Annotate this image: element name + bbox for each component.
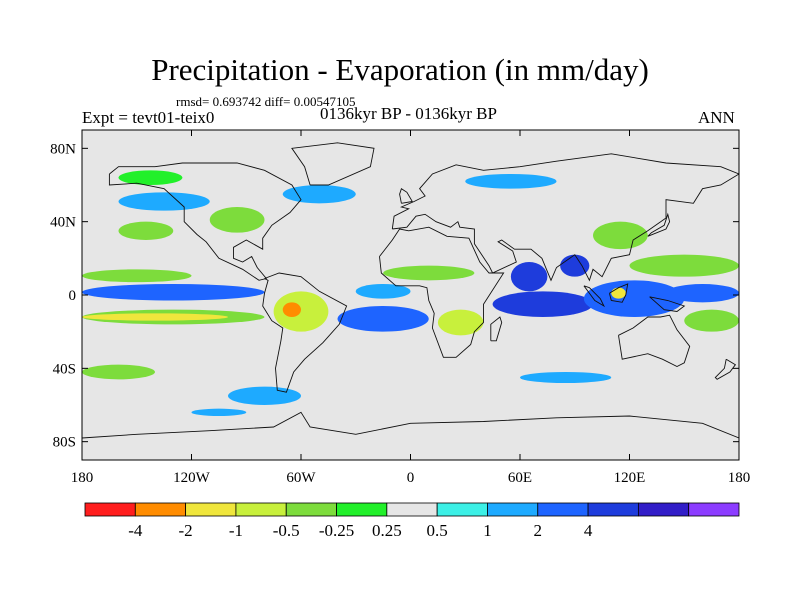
anomaly-eurasia-north-wet: [465, 174, 557, 189]
rmsd-diff-stats: rmsd= 0.693742 diff= 0.00547105: [176, 94, 356, 109]
colorbar-label: 1: [483, 521, 492, 540]
anomaly-southern-ocean-wet: [228, 386, 301, 406]
coastline-madagascar: [490, 316, 503, 342]
anomaly-arabian-sea-wet: [510, 262, 548, 292]
coastline-japan: [647, 212, 671, 237]
anomaly-alaska-dry: [118, 170, 183, 186]
colorbar-label: 0.25: [372, 521, 402, 540]
coastline-africa: [379, 226, 505, 358]
coastline-antarctica: [82, 411, 739, 439]
colorbar-label: -2: [179, 521, 193, 540]
period-label: 0136kyr BP - 0136kyr BP: [320, 104, 497, 123]
anomaly-south-atlantic-wet: [337, 306, 429, 332]
anomaly-north-pacific-mid-lat-wet: [118, 192, 210, 211]
colorbar-swatch: [436, 502, 488, 517]
y-tick-label: 40N: [50, 215, 76, 231]
anomaly-africa-south-dry: [437, 309, 484, 336]
coastline-new-zealand: [714, 358, 737, 380]
colorbar-label: -1: [229, 521, 243, 540]
colorbar-swatch: [235, 502, 287, 517]
anomaly-southern-indian-wet: [520, 372, 612, 383]
colorbar-swatch: [637, 502, 690, 517]
anomaly-maritime-continent-wet: [583, 280, 685, 317]
colorbar-swatch: [487, 502, 539, 517]
coastline-north-america: [108, 162, 302, 281]
season-label: ANN: [698, 108, 735, 127]
colorbar-swatch: [688, 502, 740, 517]
x-tick-label: 180: [728, 470, 751, 486]
anomaly-indian-ocean-wet: [492, 291, 593, 317]
x-tick-label: 60E: [508, 470, 532, 486]
anomaly-bay-of-bengal-wet: [560, 254, 590, 277]
y-tick-label: 0: [69, 288, 77, 304]
x-tick-label: 120W: [173, 470, 211, 486]
coastline-borneo: [608, 283, 629, 303]
colorbar-label: 0.5: [427, 521, 448, 540]
coastline-europe-asia: [391, 153, 739, 282]
experiment-label: Expt = tevt01-teix0: [82, 108, 215, 127]
colorbar-label: -0.25: [319, 521, 354, 540]
anomaly-north-west-pacific-dry: [629, 254, 739, 277]
coastline-australia: [618, 314, 691, 368]
anomaly-borneo-dry: [611, 287, 626, 299]
anomaly-tropical-atlantic-wet: [355, 284, 411, 299]
x-tick-label: 60W: [286, 470, 316, 486]
anomaly-north-atlantic-wet: [282, 185, 356, 204]
chart-title: Precipitation - Evaporation (in mm/day): [151, 52, 649, 87]
y-axis: 80N 40N 0 40S 80S: [50, 141, 739, 451]
anomaly-field-layer: [82, 170, 739, 417]
anomaly-antarctic-coast-wet: [191, 408, 247, 417]
x-tick-label: 120E: [614, 470, 646, 486]
colorbar-swatch: [185, 502, 237, 517]
anomaly-north-pacific-dry-band: [82, 269, 192, 283]
coastline-layer: [82, 142, 739, 439]
colorbar-label: 2: [534, 521, 543, 540]
coastline-uk: [399, 188, 414, 204]
colorbar-label: -0.5: [273, 521, 300, 540]
x-tick-label: 0: [407, 470, 415, 486]
anomaly-south-pacific-convergence-dry: [684, 309, 739, 332]
anomaly-amazon-core-dry: [282, 302, 301, 317]
anomaly-west-pacific-wet: [666, 284, 739, 303]
x-tick-label: 180: [71, 470, 94, 486]
colorbar: -4 -2 -1 -0.5 -0.25 0.25 0.5 1 2 4: [84, 502, 740, 540]
anomaly-north-pacific-green-patch: [118, 221, 174, 240]
x-axis: 180 120W 60W 0 60E 120E 180: [71, 130, 751, 486]
anomaly-china-dry: [593, 221, 648, 250]
coastline-sumatra: [583, 285, 605, 308]
y-tick-label: 40S: [53, 361, 76, 377]
anomaly-south-pacific-dry-tongue: [82, 313, 228, 321]
anomaly-amazon-dry: [273, 291, 329, 332]
colorbar-swatch: [84, 502, 136, 517]
anomaly-africa-sahel-dry: [383, 265, 475, 281]
y-tick-label: 80N: [50, 141, 76, 157]
colorbar-label: -4: [128, 521, 143, 540]
coastline-south-america: [262, 272, 348, 393]
coastline-new-guinea: [649, 296, 686, 312]
y-tick-label: 80S: [53, 435, 76, 451]
colorbar-swatch: [587, 502, 639, 517]
coastline-greenland: [291, 142, 375, 186]
colorbar-swatch: [336, 502, 388, 517]
colorbar-swatch: [285, 502, 337, 517]
colorbar-swatch: [537, 502, 589, 517]
colorbar-swatch: [134, 502, 187, 517]
colorbar-label: 4: [584, 521, 593, 540]
anomaly-southern-ocean-dry: [82, 364, 155, 380]
colorbar-swatch: [386, 502, 438, 517]
anomaly-north-america-dry: [209, 207, 265, 233]
anomaly-equatorial-pacific-wet-band: [82, 284, 265, 301]
